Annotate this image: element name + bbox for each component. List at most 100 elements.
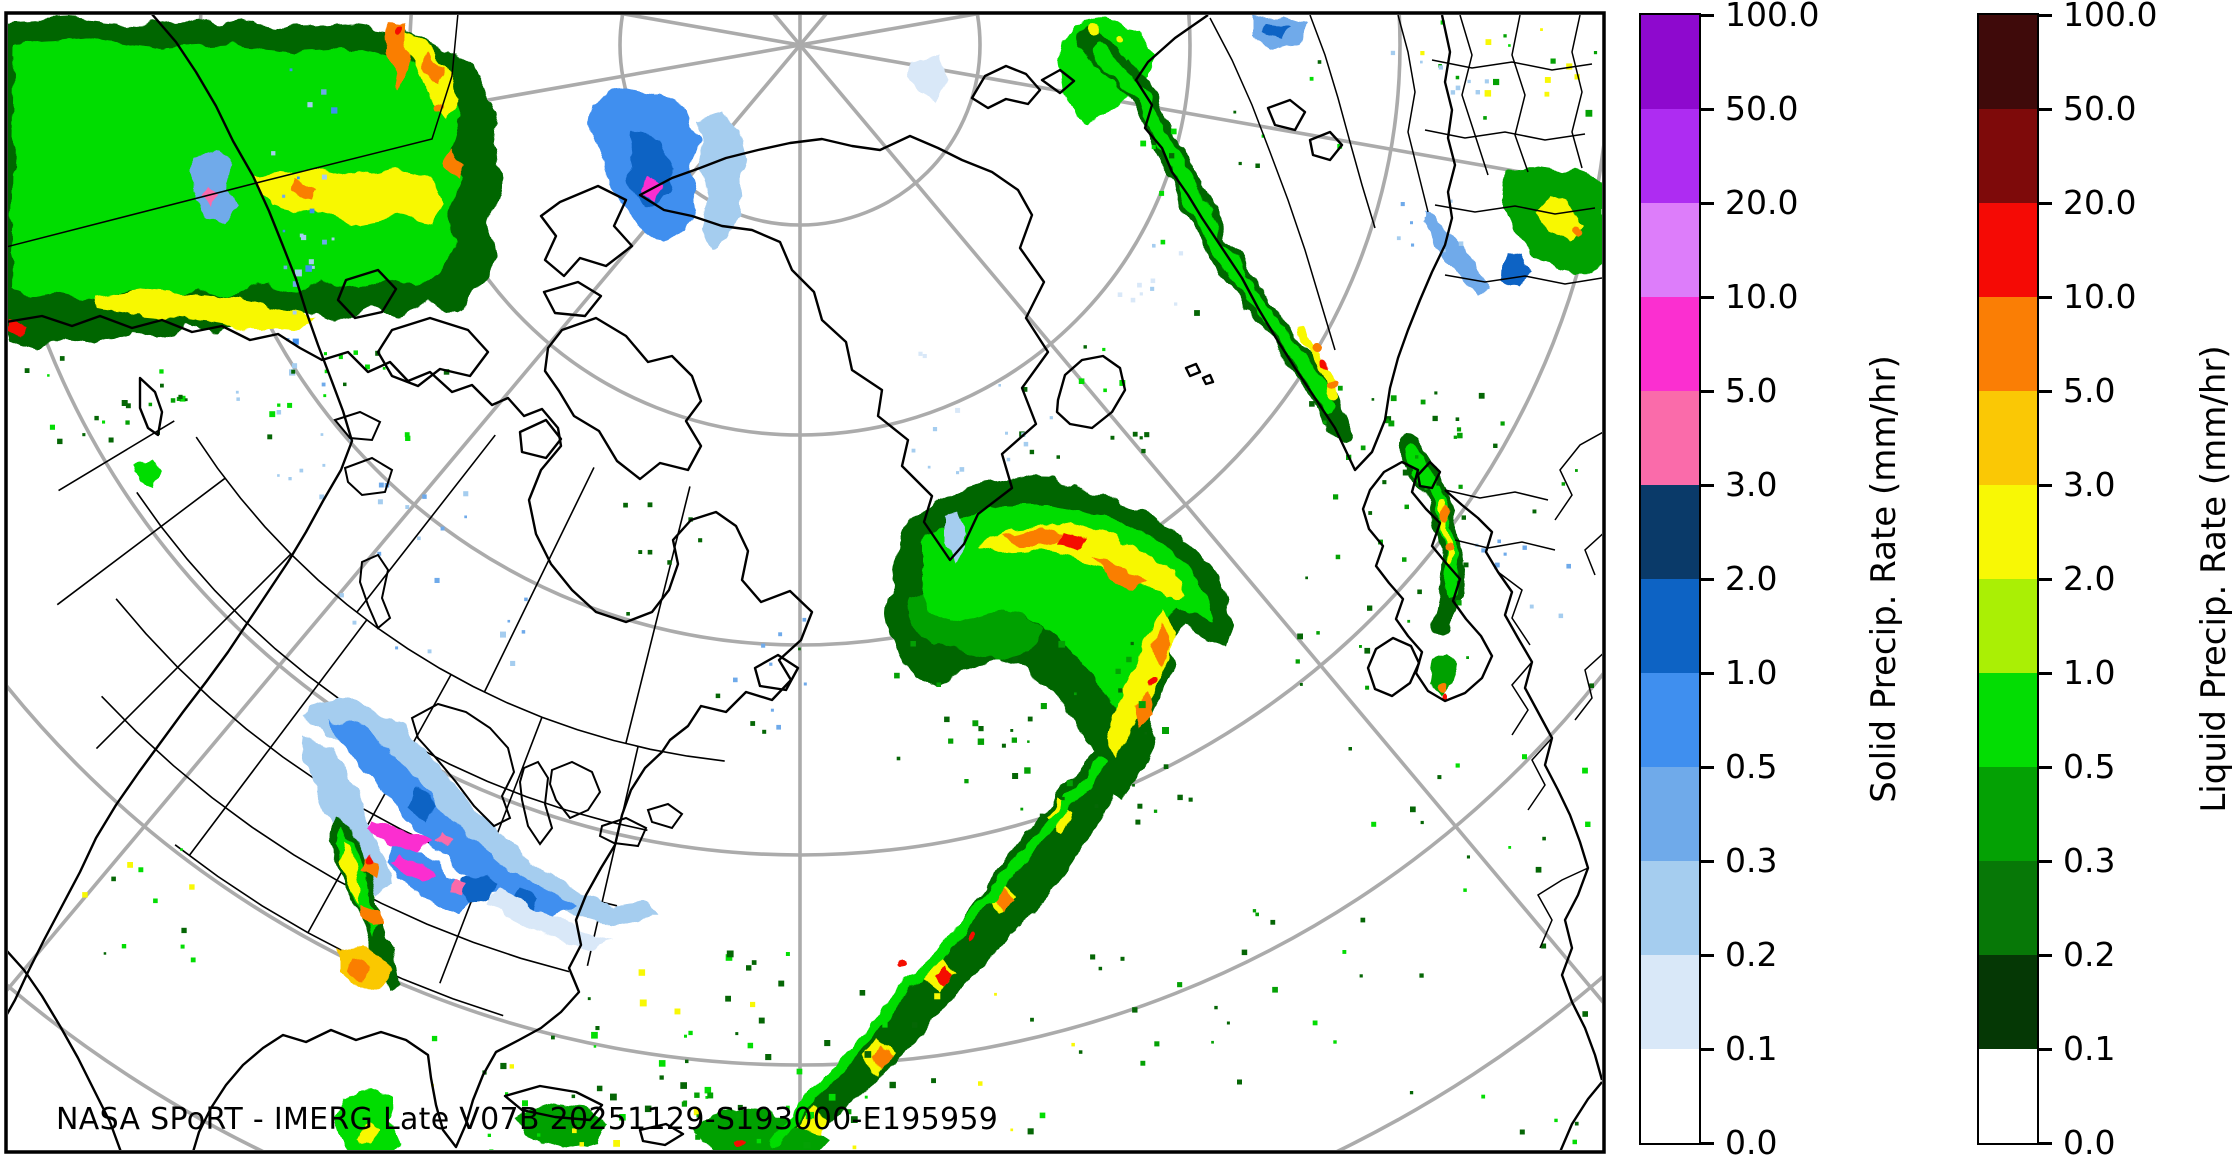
colorbar-tick-label: 3.0 bbox=[2063, 465, 2116, 504]
coast-baffin bbox=[543, 316, 703, 481]
colorbar-tick-label: 100.0 bbox=[1725, 0, 1820, 34]
colorbar-segment bbox=[1979, 109, 2037, 203]
coast-greenland bbox=[638, 134, 1050, 562]
colorbar-tick-label: 0.2 bbox=[1725, 935, 1778, 974]
colorbar-tick-label: 0.1 bbox=[2063, 1029, 2116, 1068]
colorbar-segment bbox=[1979, 861, 2037, 955]
colorbar-tick bbox=[2039, 483, 2052, 487]
colorbar-tick-label: 100.0 bbox=[2063, 0, 2158, 34]
colorbar-tick bbox=[2039, 201, 2052, 205]
colorbar-segment bbox=[1979, 391, 2037, 485]
coast-scandinavia bbox=[1134, 15, 1457, 472]
colorbar-tick-label: 3.0 bbox=[1725, 465, 1778, 504]
colorbar-tick bbox=[1701, 671, 1714, 675]
colorbar-segment bbox=[1641, 297, 1699, 391]
colorbar-segment bbox=[1641, 203, 1699, 297]
colorbar-tick-label: 0.3 bbox=[2063, 841, 2116, 880]
colorbar-tick bbox=[2039, 1047, 2052, 1051]
coastlines bbox=[8, 15, 1602, 1150]
coast-faroes bbox=[1184, 362, 1215, 386]
colorbar-segment bbox=[1979, 1049, 2037, 1143]
coast-ladoga-lakes bbox=[1266, 98, 1344, 162]
coast-cuba bbox=[503, 1084, 604, 1122]
colorbar-tick bbox=[2039, 577, 2052, 581]
colorbar-tick bbox=[1701, 1141, 1714, 1145]
coast-ireland bbox=[1366, 636, 1421, 698]
colorbar-segment bbox=[1641, 391, 1699, 485]
colorbar-segment bbox=[1979, 297, 2037, 391]
colorbar-tick-label: 0.5 bbox=[1725, 747, 1778, 786]
colorbar-segment bbox=[1979, 673, 2037, 767]
colorbar-tick-label: 0.2 bbox=[2063, 935, 2116, 974]
colorbar-tick bbox=[1701, 389, 1714, 393]
coast-devon bbox=[542, 280, 603, 318]
colorbar-tick-label: 1.0 bbox=[2063, 653, 2116, 692]
colorbar-tick-label: 5.0 bbox=[2063, 371, 2116, 410]
colorbar-segment bbox=[1979, 15, 2037, 109]
colorbar-segment bbox=[1979, 485, 2037, 579]
coast-newfoundland bbox=[753, 653, 800, 692]
colorbar-tick bbox=[1701, 953, 1714, 957]
coast-hispaniola bbox=[638, 1122, 685, 1147]
colorbar-solid-title: Solid Precip. Rate (mm/hr) bbox=[1864, 355, 1904, 803]
colorbar-tick-label: 20.0 bbox=[1725, 183, 1799, 222]
colorbar-segment bbox=[1641, 15, 1699, 109]
colorbar-tick bbox=[2039, 1141, 2052, 1145]
colorbar-tick-label: 0.3 bbox=[1725, 841, 1778, 880]
colorbar-segment bbox=[1641, 861, 1699, 955]
colorbar-tick bbox=[1701, 295, 1714, 299]
colorbar-tick-label: 0.0 bbox=[2063, 1123, 2116, 1162]
coast-southampton bbox=[518, 418, 563, 460]
coast-mexico-west bbox=[8, 950, 122, 1150]
lakes bbox=[333, 410, 684, 848]
colorbar-tick-label: 0.5 bbox=[2063, 747, 2116, 786]
colorbar-tick bbox=[1701, 765, 1714, 769]
colorbar-tick bbox=[1701, 1047, 1714, 1051]
colorbar-tick bbox=[1701, 577, 1714, 581]
colorbar-tick-label: 5.0 bbox=[1725, 371, 1778, 410]
coast-africa-coast bbox=[1559, 1081, 1602, 1150]
colorbar-tick bbox=[2039, 13, 2052, 17]
colorbar-tick-label: 0.1 bbox=[1725, 1029, 1778, 1068]
coast-europe-coast bbox=[1444, 489, 1602, 1081]
colorbar-tick bbox=[2039, 765, 2052, 769]
colorbar-tick-label: 50.0 bbox=[1725, 89, 1799, 128]
colorbar-segment bbox=[1979, 955, 2037, 1049]
colorbar-tick-label: 0.0 bbox=[1725, 1123, 1778, 1162]
colorbar-tick bbox=[2039, 107, 2052, 111]
country-borders bbox=[8, 15, 1602, 949]
colorbar-segment bbox=[1641, 579, 1699, 673]
colorbar-tick bbox=[2039, 859, 2052, 863]
colorbar-tick bbox=[2039, 671, 2052, 675]
colorbar-segment bbox=[1979, 767, 2037, 861]
colorbar-liquid-title: Liquid Precip. Rate (mm/hr) bbox=[2194, 345, 2234, 813]
colorbar-segment bbox=[1641, 955, 1699, 1049]
colorbar-tick bbox=[1701, 107, 1714, 111]
state-borders bbox=[56, 420, 725, 1017]
colorbar-segment bbox=[1641, 485, 1699, 579]
colorbar-tick-label: 2.0 bbox=[1725, 559, 1778, 598]
coast-denmark bbox=[1416, 460, 1442, 490]
colorbar-segment bbox=[1641, 1049, 1699, 1143]
colorbar-tick bbox=[2039, 953, 2052, 957]
colorbar-tick-label: 2.0 bbox=[2063, 559, 2116, 598]
coast-pacific-coast bbox=[8, 15, 354, 1015]
colorbar-solid: 0.0 0.1 0.2 0.3 0.5 1.0 2.0 3.0 5.0 10.0 20.0 50.0 1… bbox=[1639, 0, 1819, 1162]
colorbar-segment bbox=[1641, 767, 1699, 861]
coast-victoria bbox=[376, 316, 490, 388]
coast-vancouver-island bbox=[138, 376, 164, 437]
precip-speckles bbox=[24, 20, 1598, 1150]
colorbar-tick bbox=[2039, 295, 2052, 299]
coast-svalbard bbox=[970, 64, 1076, 110]
colorbar-tick bbox=[1701, 483, 1714, 487]
colorbar-tick-label: 1.0 bbox=[1725, 653, 1778, 692]
colorbar-solid-bar bbox=[1641, 15, 1699, 1143]
colorbar-tick bbox=[1701, 13, 1714, 17]
colorbar-tick bbox=[1701, 201, 1714, 205]
colorbar-liquid-bar bbox=[1979, 15, 2037, 1143]
colorbar-liquid: 0.0 0.1 0.2 0.3 0.5 1.0 2.0 3.0 5.0 10.0 20.0 50.0 1… bbox=[1977, 0, 2157, 1162]
coast-great-britain bbox=[1361, 460, 1494, 703]
coast-ellesmere bbox=[539, 184, 634, 278]
